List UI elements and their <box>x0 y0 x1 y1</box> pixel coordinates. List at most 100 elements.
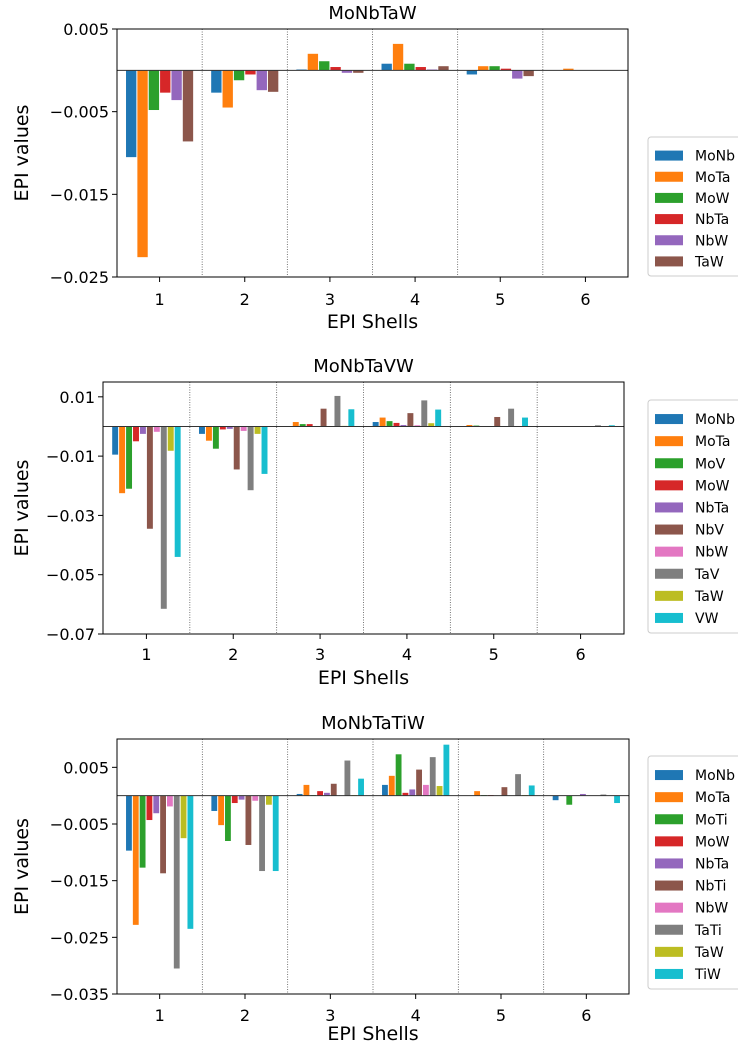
legend-swatch <box>655 214 683 225</box>
bar <box>146 426 153 529</box>
bar <box>238 795 245 800</box>
y-tick-label: −0.03 <box>46 506 95 525</box>
legend-swatch <box>655 612 683 623</box>
bar <box>320 408 327 427</box>
x-tick-label: 2 <box>240 1006 250 1025</box>
chart-title: MoNbTaTiW <box>321 713 425 734</box>
bar <box>211 70 222 93</box>
legend-swatch <box>655 924 683 935</box>
legend-swatch <box>655 968 683 979</box>
y-tick-label: −0.035 <box>50 985 109 1004</box>
legend-swatch <box>655 171 683 182</box>
legend-label: MoNb <box>695 768 735 784</box>
legend-swatch <box>655 880 683 891</box>
x-axis-label: EPI Shells <box>318 667 409 689</box>
bar <box>478 66 489 71</box>
y-tick-label: −0.015 <box>50 872 109 891</box>
y-tick-label: −0.005 <box>50 103 109 122</box>
x-tick-label: 1 <box>154 290 164 309</box>
bar <box>421 400 428 427</box>
bar <box>429 757 436 796</box>
bar <box>153 795 160 814</box>
bar <box>218 795 225 826</box>
bar <box>402 792 409 796</box>
y-tick-label: −0.015 <box>50 185 109 204</box>
bar <box>173 795 180 969</box>
legend: MoNb MoTa MoV MoW NbTa NbV NbW TaV TaW VW <box>647 399 738 634</box>
legend-swatch <box>655 836 683 847</box>
bar <box>199 426 205 434</box>
legend-swatch <box>655 192 683 203</box>
bar <box>252 795 259 801</box>
bar <box>247 426 254 491</box>
bar <box>386 421 393 427</box>
bar <box>422 784 429 796</box>
bar <box>580 793 586 796</box>
bar <box>119 426 126 494</box>
bar <box>528 785 535 796</box>
x-axis-label: EPI Shells <box>327 1023 418 1044</box>
x-tick-label: 3 <box>325 1006 335 1025</box>
x-tick-label: 6 <box>581 1006 591 1025</box>
bar <box>272 795 279 872</box>
legend-swatch <box>655 150 683 161</box>
legend-swatch <box>655 858 683 869</box>
chart-title: MoNbTaVW <box>313 356 414 377</box>
legend-label: NbW <box>695 901 728 917</box>
bar <box>160 795 166 874</box>
bar <box>489 66 500 71</box>
x-tick-label: 6 <box>580 290 590 309</box>
bar <box>139 426 146 434</box>
bar <box>407 413 414 427</box>
y-tick-label: −0.025 <box>50 268 109 287</box>
legend-label: MoW <box>695 478 730 494</box>
bar <box>267 70 279 92</box>
axes-frame <box>116 738 630 995</box>
legend-label: TaW <box>694 254 724 270</box>
bar <box>474 791 481 796</box>
chart-title: MoNbTaW <box>328 3 416 24</box>
legend-label: NbTa <box>695 500 729 516</box>
legend-label: NbW <box>695 545 728 561</box>
legend-label: MoTi <box>695 812 728 828</box>
bar <box>307 53 319 71</box>
bar <box>319 61 330 71</box>
bar <box>334 395 341 427</box>
bar <box>226 426 233 429</box>
bar <box>566 795 573 805</box>
legend-label: TaTi <box>694 923 722 939</box>
bar <box>500 68 512 71</box>
legend-swatch <box>655 256 683 267</box>
bar <box>265 795 272 805</box>
legend-swatch <box>655 770 683 781</box>
x-tick-label: 4 <box>410 290 420 309</box>
bar <box>436 786 443 796</box>
bar <box>233 426 240 470</box>
bar <box>160 426 167 609</box>
bar <box>317 791 324 796</box>
x-tick-label: 2 <box>240 290 250 309</box>
bar <box>299 424 306 427</box>
bar <box>137 70 148 258</box>
legend-swatch <box>655 502 683 513</box>
y-axis-label: EPI values <box>11 818 33 915</box>
bar <box>174 426 181 557</box>
bar <box>231 795 238 804</box>
bar <box>245 70 256 75</box>
legend-swatch <box>655 235 683 246</box>
bar <box>171 70 182 101</box>
legend-label: TiW <box>694 967 721 983</box>
bar <box>358 778 364 796</box>
bar <box>392 43 404 71</box>
bar <box>167 426 174 451</box>
x-tick-label: 4 <box>402 645 412 664</box>
bar <box>303 784 310 796</box>
bar <box>330 67 341 71</box>
bar <box>182 70 194 142</box>
bar <box>146 795 153 821</box>
bar <box>153 426 160 432</box>
legend-label: MoTa <box>695 790 730 806</box>
legend-label: NbW <box>695 233 728 249</box>
bar <box>552 795 559 801</box>
